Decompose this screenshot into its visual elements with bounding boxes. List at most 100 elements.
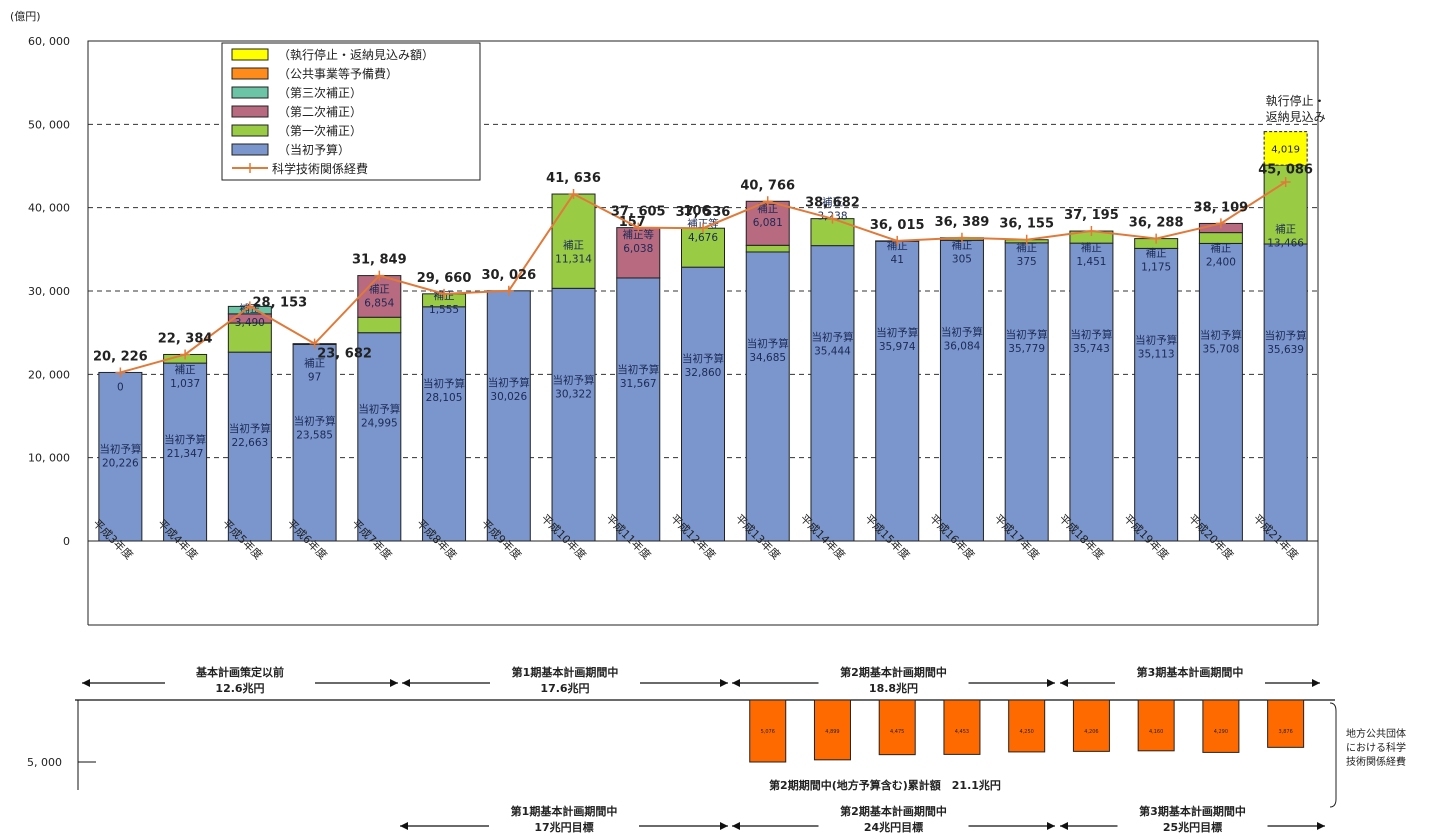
bar-segment <box>745 200 790 246</box>
initial-budget-value: 35,444 <box>814 346 851 358</box>
initial-budget-word: 当初予算 <box>553 373 595 386</box>
line-point <box>1215 218 1226 229</box>
initial-budget-word: 当初予算 <box>1135 333 1177 346</box>
initial-budget-word: 当初予算 <box>1200 328 1242 341</box>
initial-budget-word: 当初予算 <box>682 352 724 365</box>
legend-label: （執行停止・返納見込み額） <box>278 47 434 62</box>
local-bar <box>1008 699 1046 753</box>
bar-segment <box>1004 242 1049 542</box>
bar-segment <box>357 316 402 334</box>
total-label: 30, 026 <box>481 268 536 283</box>
line-point <box>892 235 903 246</box>
bar-segment <box>745 251 790 542</box>
period-arrow-head <box>82 679 90 687</box>
supplement-value: 3,490 <box>235 317 265 329</box>
period-title: 第2期基本計画期間中 <box>840 665 947 679</box>
initial-budget-value: 35,743 <box>1073 343 1110 355</box>
total-label: 23, 682 <box>317 347 372 362</box>
line-point <box>244 301 255 312</box>
period-arrow-head <box>1312 679 1320 687</box>
supplement-word: 補正 <box>1081 241 1102 254</box>
local-bar-value: 4,475 <box>890 729 904 735</box>
legend-swatch <box>231 67 269 80</box>
initial-budget-value: 23,585 <box>296 429 333 441</box>
period-title: 第3期基本計画期間中 <box>1139 804 1246 818</box>
legend-label: （当初予算） <box>278 142 350 157</box>
local-bar <box>1072 699 1110 752</box>
initial-budget-word: 当初予算 <box>423 377 465 390</box>
total-label: 38, 109 <box>1194 200 1249 215</box>
initial-budget-word: 当初予算 <box>1265 329 1307 342</box>
stop-value: 4,019 <box>1271 145 1300 156</box>
legend-label: （第三次補正） <box>278 86 362 100</box>
supplement-value: 1,451 <box>1076 256 1106 268</box>
initial-budget-value: 35,113 <box>1138 348 1175 360</box>
supplement-word: 補正 <box>1146 246 1167 259</box>
y-tick-label: 30, 000 <box>28 285 70 298</box>
local-bar <box>813 699 851 761</box>
initial-budget-word: 当初予算 <box>811 331 853 344</box>
local-caption: 技術関係経費 <box>1346 755 1406 768</box>
initial-budget-value: 35,779 <box>1008 343 1045 355</box>
period-arrow-head <box>1047 679 1055 687</box>
initial-budget-word: 当初予算 <box>229 422 271 435</box>
bar-segment <box>357 332 402 542</box>
line-point <box>309 338 320 349</box>
period-title: 第2期基本計画期間中 <box>840 804 947 818</box>
bar-segment <box>1134 247 1179 542</box>
local-bar-value: 4,250 <box>1020 729 1034 735</box>
period-title: 第1期基本計画期間中 <box>512 665 619 679</box>
bar-segment <box>292 343 337 542</box>
total-label: 31, 849 <box>352 253 407 268</box>
bar-segment <box>486 290 531 542</box>
local-bar <box>1267 699 1305 748</box>
initial-budget-value: 21,347 <box>167 448 204 460</box>
period-arrow-head <box>732 822 740 830</box>
y-tick-label: 10, 000 <box>28 452 70 465</box>
bar-segment <box>875 240 920 542</box>
period-arrow-head <box>720 679 728 687</box>
supplement-word: 補正 <box>1016 241 1037 254</box>
local-bar-value: 3,876 <box>1278 729 1292 735</box>
period-arrow-head <box>400 822 408 830</box>
line-point <box>1151 233 1162 244</box>
supplement-value: 97 <box>308 371 321 383</box>
local-bar <box>878 699 916 756</box>
supplement-word: 補正等 <box>623 228 655 241</box>
period-arrow-head <box>1047 822 1055 830</box>
supplement-value: 1,037 <box>170 378 200 390</box>
local-bar <box>749 699 787 763</box>
legend-swatch <box>231 143 269 156</box>
initial-budget-word: 当初予算 <box>617 363 659 376</box>
y-unit-label: (億円) <box>10 10 41 23</box>
local-bar-value: 4,899 <box>825 729 839 735</box>
period-title: 第3期基本計画期間中 <box>1137 665 1244 679</box>
initial-budget-word: 当初予算 <box>358 403 400 416</box>
supplement-word: 補正 <box>175 363 196 376</box>
line-point <box>115 367 126 378</box>
total-label: 40, 766 <box>740 178 795 193</box>
supplement-value: 0 <box>117 381 124 393</box>
period-arrow-head <box>1317 822 1325 830</box>
local-bar-value: 4,290 <box>1214 729 1228 735</box>
bar-segment <box>616 277 661 542</box>
legend-swatch <box>231 124 269 137</box>
initial-budget-value: 20,226 <box>102 457 139 469</box>
line-point <box>762 196 773 207</box>
supplement-value: 1,175 <box>1141 261 1171 273</box>
local-bar <box>1202 699 1240 753</box>
supplement-value: 1,555 <box>429 304 459 316</box>
period-amount: 12.6兆円 <box>215 681 264 695</box>
initial-budget-value: 36,084 <box>944 340 981 352</box>
y-tick-label: 0 <box>63 535 70 548</box>
initial-budget-value: 35,639 <box>1267 344 1304 356</box>
period-amount: 17.6兆円 <box>540 681 589 695</box>
bar-segment <box>1263 131 1308 166</box>
local-bar-value: 4,160 <box>1149 729 1163 735</box>
supplement-word: 補正 <box>757 202 778 215</box>
initial-budget-value: 34,685 <box>749 352 786 364</box>
period-arrow-head <box>402 679 410 687</box>
bar-segment <box>98 371 143 542</box>
initial-budget-word: 当初予算 <box>876 326 918 339</box>
